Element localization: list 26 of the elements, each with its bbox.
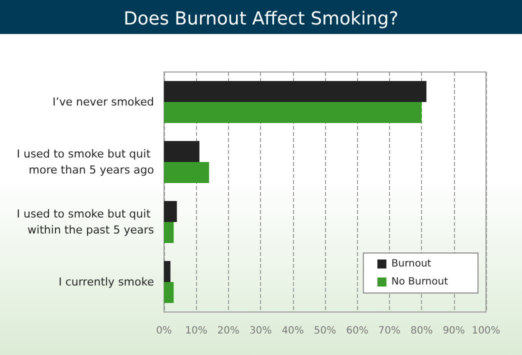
x-tick-label: 90% — [442, 326, 465, 336]
x-tick-label: 70% — [378, 326, 401, 336]
bar — [164, 261, 170, 282]
legend-label: No Burnout — [391, 276, 448, 288]
bar — [164, 141, 200, 162]
y-tick-label: I currently smoke — [58, 276, 154, 288]
bar — [164, 81, 426, 102]
legend-label: Burnout — [391, 258, 432, 270]
y-tick-label: I’ve never smoked — [52, 96, 154, 108]
x-tick-label: 80% — [410, 326, 433, 336]
x-tick-label: 30% — [249, 326, 272, 336]
y-tick-label: I used to smoke but quit within the past 5 years — [16, 208, 154, 236]
bar — [164, 102, 422, 123]
y-tick-label: I used to smoke but quit more than 5 years ago — [16, 148, 154, 176]
x-tick-label: 50% — [314, 326, 336, 336]
bar — [164, 162, 210, 183]
bar — [164, 222, 174, 243]
x-tick-label: 40% — [282, 326, 304, 336]
x-tick-label: 10% — [185, 326, 208, 336]
x-tick-label: 100% — [472, 326, 500, 336]
x-tick-label: 0% — [156, 326, 172, 336]
x-tick-label: 60% — [346, 326, 368, 336]
x-tick-label: 20% — [217, 326, 240, 336]
chart-title: Does Burnout Affect Smoking? — [124, 8, 398, 30]
bar — [164, 282, 174, 303]
bar — [164, 201, 177, 222]
